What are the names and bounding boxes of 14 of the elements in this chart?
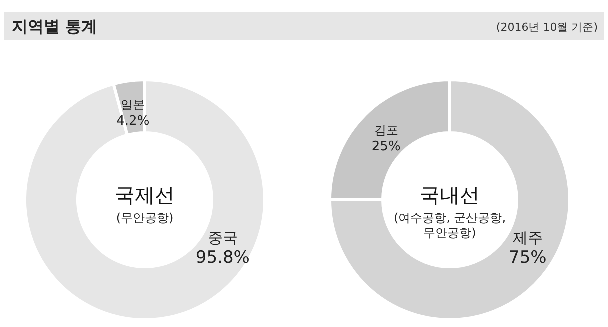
slice-label: 일본: [121, 98, 146, 112]
text: (무안공항): [116, 211, 174, 225]
slice-label: 김포: [374, 123, 398, 138]
data-label: 95.8%: [196, 248, 250, 268]
slice-label: 제주: [512, 229, 543, 247]
text: 지역별 통계: [12, 17, 98, 36]
text: 국내선: [420, 183, 480, 207]
slice-label: 중국: [208, 229, 238, 247]
data-label: 25%: [372, 139, 401, 154]
data-label: 75%: [509, 248, 547, 268]
text: (여수공항, 군산공항, 무안공항): [394, 211, 506, 240]
text: (2016년 10월 기준): [496, 21, 598, 34]
data-label: 4.2%: [116, 114, 150, 129]
text: 국제선: [115, 183, 175, 207]
